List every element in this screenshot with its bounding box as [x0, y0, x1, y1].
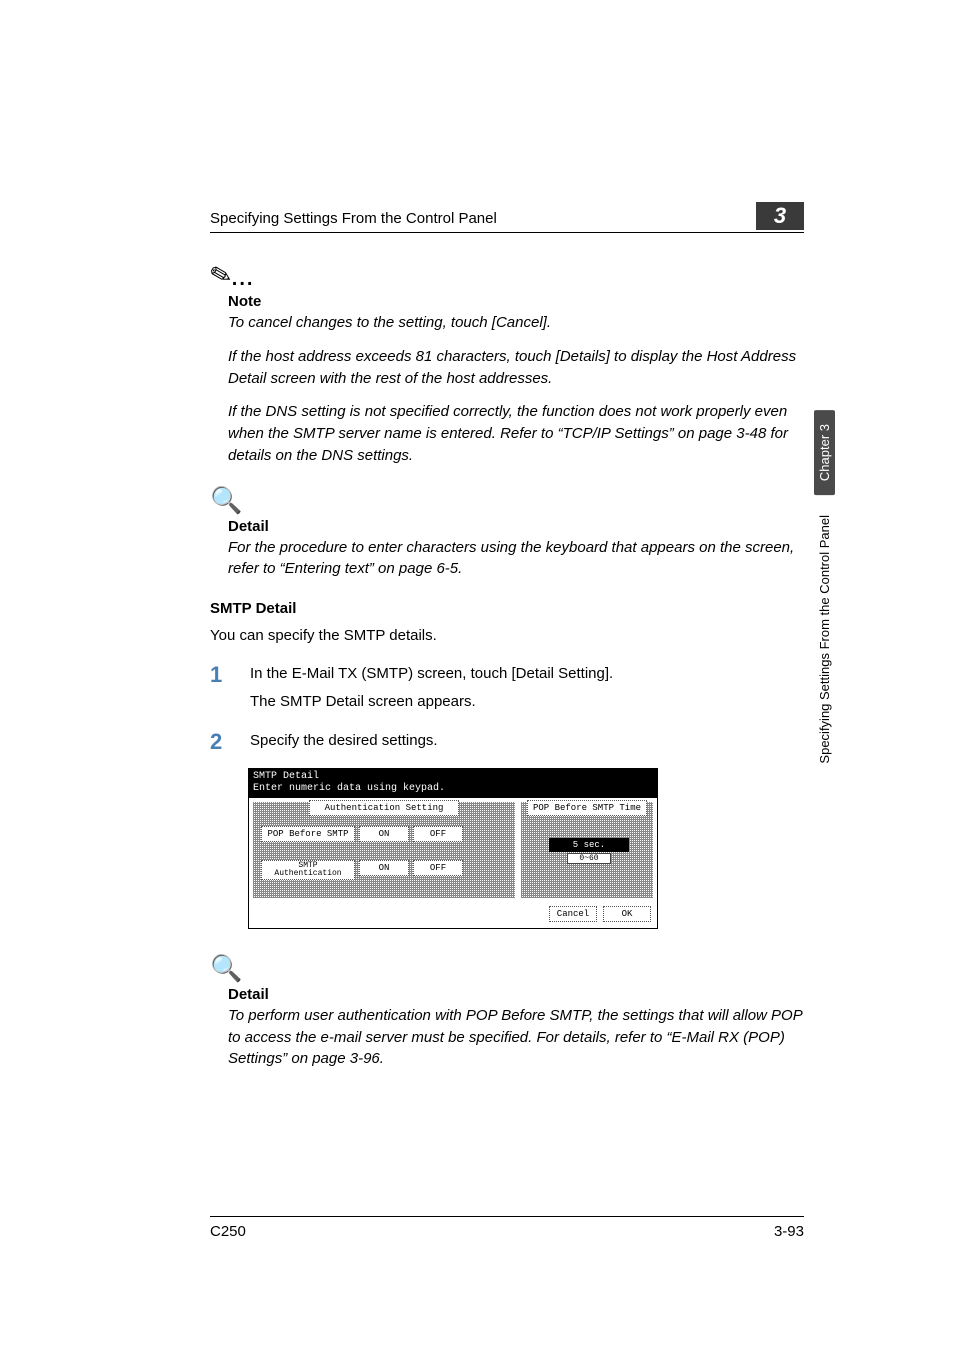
- section-intro: You can specify the SMTP details.: [210, 625, 804, 647]
- lcd-body: Authentication Setting POP Before SMTP O…: [249, 798, 657, 928]
- chapter-number-tab: 3: [756, 202, 804, 230]
- step-1-text-a: In the E-Mail TX (SMTP) screen, touch [D…: [250, 663, 613, 686]
- step-1-number: 1: [210, 663, 228, 714]
- pop-on-button[interactable]: ON: [359, 826, 409, 842]
- step-2: 2 Specify the desired settings.: [210, 730, 804, 754]
- ok-button[interactable]: OK: [603, 906, 651, 922]
- detail-text-2: To perform user authentication with POP …: [228, 1005, 804, 1070]
- step-2-number: 2: [210, 730, 228, 754]
- pop-before-smtp-label: POP Before SMTP: [261, 826, 355, 842]
- header-rule: Specifying Settings From the Control Pan…: [210, 210, 804, 233]
- header-title: Specifying Settings From the Control Pan…: [210, 210, 497, 227]
- section-title: SMTP Detail: [210, 600, 804, 617]
- note-block: ✎... Note To cancel changes to the setti…: [210, 260, 804, 467]
- page: Specifying Settings From the Control Pan…: [0, 0, 954, 1350]
- detail-heading-2: Detail: [228, 986, 804, 1003]
- side-chapter: Chapter 3: [814, 410, 835, 495]
- detail-heading-1: Detail: [228, 518, 804, 535]
- note-heading: Note: [228, 293, 804, 310]
- side-tab: Chapter 3 Specifying Settings From the C…: [812, 410, 836, 764]
- time-value: 5 sec.: [549, 838, 629, 852]
- magnifier-icon: 🔍: [210, 485, 242, 516]
- auth-panel: [253, 802, 515, 898]
- auth-heading: Authentication Setting: [309, 800, 459, 816]
- magnifier-icon: 🔍: [210, 953, 242, 984]
- detail-block-2: 🔍 Detail To perform user authentication …: [210, 953, 804, 1070]
- smtp-auth-label: SMTP Authentication: [261, 860, 355, 880]
- page-header: Specifying Settings From the Control Pan…: [210, 210, 804, 233]
- step-1-text-b: The SMTP Detail screen appears.: [250, 691, 613, 714]
- detail-text-1: For the procedure to enter characters us…: [228, 537, 804, 581]
- side-label: Specifying Settings From the Control Pan…: [817, 515, 832, 764]
- footer: C250 3-93: [210, 1216, 804, 1240]
- smtp-off-button[interactable]: OFF: [413, 860, 463, 876]
- note-text-2: If the host address exceeds 81 character…: [228, 346, 804, 390]
- pencil-icon: ✎: [206, 258, 235, 294]
- pop-off-button[interactable]: OFF: [413, 826, 463, 842]
- note-text-3: If the DNS setting is not specified corr…: [228, 401, 804, 466]
- cancel-button[interactable]: Cancel: [549, 906, 597, 922]
- detail-block-1: 🔍 Detail For the procedure to enter char…: [210, 485, 804, 581]
- step-1: 1 In the E-Mail TX (SMTP) screen, touch …: [210, 663, 804, 714]
- lcd-subtitle: Enter numeric data using keypad.: [253, 783, 653, 796]
- lcd-title: SMTP Detail: [253, 771, 653, 784]
- footer-left: C250: [210, 1223, 246, 1240]
- time-range: 0~60: [567, 853, 611, 864]
- lcd-titlebar: SMTP Detail Enter numeric data using key…: [249, 769, 657, 798]
- time-heading: POP Before SMTP Time: [527, 800, 647, 816]
- note-text-1: To cancel changes to the setting, touch …: [228, 312, 804, 334]
- content: ✎... Note To cancel changes to the setti…: [210, 260, 804, 1070]
- footer-right: 3-93: [774, 1223, 804, 1240]
- smtp-on-button[interactable]: ON: [359, 860, 409, 876]
- step-2-text: Specify the desired settings.: [250, 730, 438, 753]
- lcd-panel: SMTP Detail Enter numeric data using key…: [248, 768, 658, 929]
